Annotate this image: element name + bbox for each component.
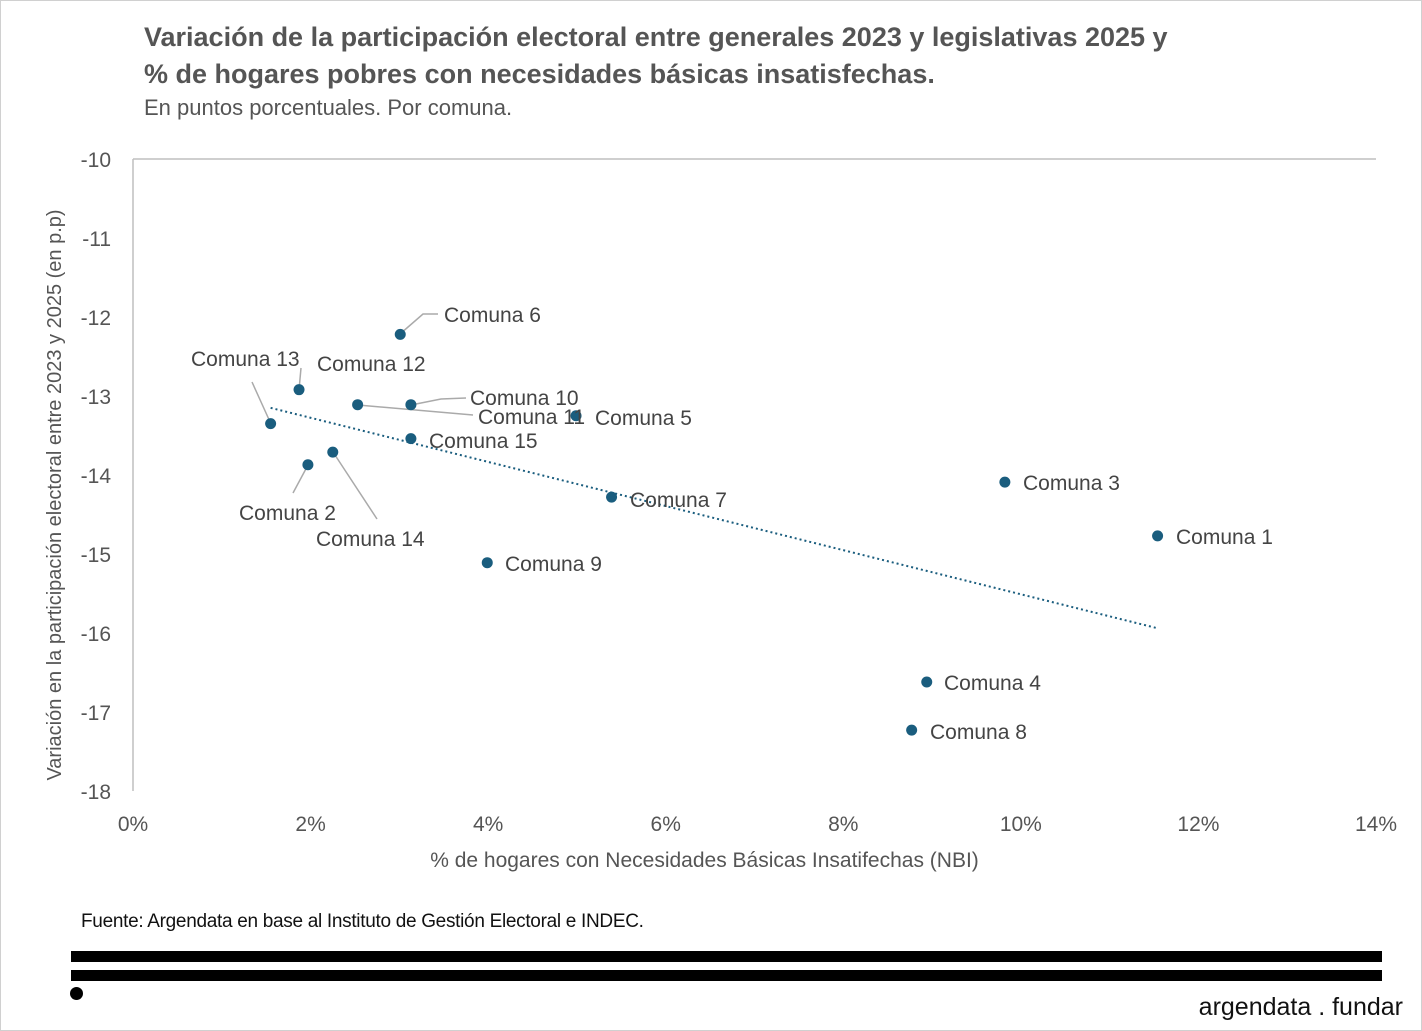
y-tick-label: -15 [81, 544, 111, 567]
title-line-2: % de hogares pobres con necesidades bási… [144, 59, 935, 89]
trendline [270, 406, 1158, 630]
data-point [265, 418, 277, 430]
source-note: Fuente: Argendata en base al Instituto d… [81, 911, 644, 932]
data-label: Comuna 8 [930, 721, 1027, 744]
data-label: Comuna 6 [444, 304, 541, 327]
y-axis-label: Variación en la participación electoral … [44, 209, 66, 780]
data-point [606, 491, 618, 503]
data-point [921, 676, 933, 688]
y-tick-label: -14 [81, 465, 112, 488]
data-label: Comuna 14 [316, 528, 425, 551]
data-point [1152, 530, 1164, 542]
data-point [999, 476, 1011, 488]
leader-line [410, 397, 467, 406]
brand-logo: argendata . fundar [1198, 993, 1403, 1021]
leader-line [251, 381, 272, 425]
y-tick-label: -18 [81, 781, 111, 804]
data-label: Comuna 11 [478, 406, 585, 429]
y-tick-label: -13 [81, 386, 111, 409]
chart-subtitle: En puntos porcentuales. Por comuna. [144, 95, 513, 120]
footer-dot [70, 987, 83, 1000]
data-label: Comuna 5 [595, 407, 692, 430]
y-tick-label: -17 [81, 702, 111, 725]
x-tick-label: 6% [651, 813, 681, 836]
data-label: Comuna 10 [470, 387, 579, 410]
data-point [906, 724, 918, 736]
title-line-1: Variación de la participación electoral … [144, 22, 1168, 52]
data-point [293, 384, 305, 396]
scatter-plot: -10 -11 -12 -13 -14 -15 -16 -17 -18 0% 2% 4% 6% 8% 10%… [44, 149, 1397, 872]
x-tick-label: 12% [1177, 813, 1219, 836]
data-label: Comuna 4 [944, 672, 1041, 695]
data-point [405, 399, 417, 411]
data-point [481, 557, 493, 569]
leader-line [399, 313, 438, 335]
data-point [570, 410, 582, 422]
x-tick-label: 0% [118, 813, 148, 836]
leader-line [332, 451, 378, 520]
data-label: Comuna 9 [505, 553, 602, 576]
x-axis-label: % de hogares con Necesidades Básicas Ins… [430, 849, 979, 872]
y-tick-label: -16 [81, 623, 111, 646]
data-label: Comuna 1 [1176, 526, 1273, 549]
y-tick-label: -12 [81, 307, 111, 330]
data-label: Comuna 3 [1023, 472, 1120, 495]
x-tick-label: 2% [295, 813, 325, 836]
data-point [352, 399, 364, 411]
data-label: Comuna 2 [239, 502, 336, 525]
y-tick-label: -11 [82, 228, 111, 251]
data-label: Comuna 15 [429, 430, 538, 453]
data-point [394, 328, 406, 340]
leader-line [357, 404, 474, 416]
data-label: Comuna 12 [317, 353, 426, 376]
footer-bar-bottom [71, 970, 1382, 981]
x-tick-label: 10% [1000, 813, 1042, 836]
x-tick-label: 4% [473, 813, 503, 836]
footer-bar-top [71, 951, 1382, 962]
y-tick-label: -10 [81, 149, 111, 172]
x-tick-label: 14% [1355, 813, 1397, 836]
data-label: Comuna 13 [191, 348, 300, 371]
data-point [327, 446, 339, 458]
data-point [302, 459, 314, 471]
chart-title: Variación de la participación electoral … [144, 19, 1344, 93]
data-point [405, 433, 417, 445]
data-label: Comuna 7 [630, 489, 727, 512]
x-tick-label: 8% [828, 813, 858, 836]
